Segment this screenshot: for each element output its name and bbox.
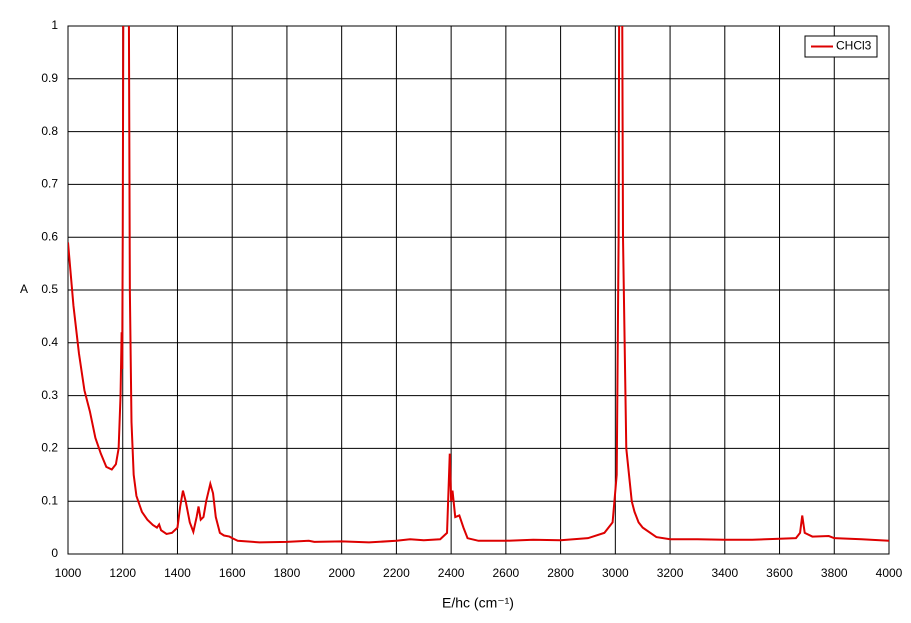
x-tick-label: 3800 (821, 566, 848, 580)
y-tick-label: 0.5 (41, 282, 58, 296)
y-axis-label: A (20, 282, 28, 296)
x-tick-label: 3000 (602, 566, 629, 580)
x-tick-label: 2000 (328, 566, 355, 580)
legend-label: CHCl3 (836, 39, 872, 53)
x-tick-label: 2200 (383, 566, 410, 580)
data-line (68, 26, 889, 544)
y-tick-label: 0.3 (41, 388, 58, 402)
y-tick-label: 0.6 (41, 229, 58, 243)
x-tick-label: 1800 (274, 566, 301, 580)
x-tick-label: 3600 (766, 566, 793, 580)
y-tick-label: 0.8 (41, 124, 58, 138)
x-tick-label: 3200 (657, 566, 684, 580)
x-tick-label: 1600 (219, 566, 246, 580)
x-tick-label: 1000 (55, 566, 82, 580)
x-tick-label: 2800 (547, 566, 574, 580)
x-tick-label: 1400 (164, 566, 191, 580)
x-tick-label: 3400 (711, 566, 738, 580)
x-tick-label: 4000 (876, 566, 903, 580)
y-tick-label: 0.1 (41, 493, 58, 507)
y-tick-label: 1 (51, 18, 58, 32)
y-tick-label: 0.2 (41, 441, 58, 455)
x-tick-label: 2600 (493, 566, 520, 580)
x-tick-label: 2400 (438, 566, 465, 580)
x-tick-label: 1200 (109, 566, 136, 580)
y-tick-label: 0.9 (41, 71, 58, 85)
y-tick-label: 0.4 (41, 335, 58, 349)
x-axis-label: E/hc (cm⁻¹) (442, 595, 514, 611)
legend-box (804, 35, 878, 58)
y-tick-label: 0.7 (41, 177, 58, 191)
y-tick-label: 0 (51, 546, 58, 560)
